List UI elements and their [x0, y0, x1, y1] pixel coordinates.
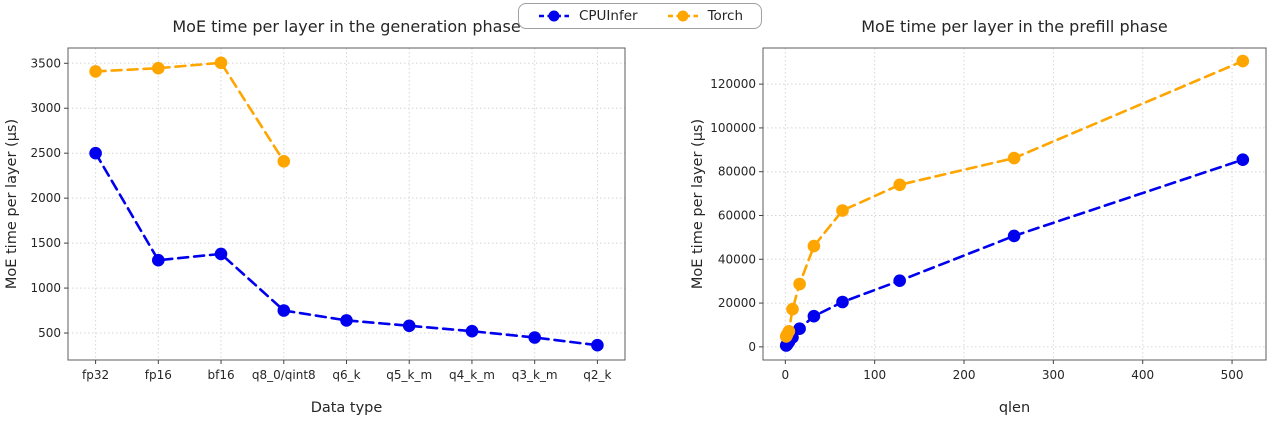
- legend-item-cpuinfer: CPUInfer: [537, 8, 638, 24]
- svg-text:1500: 1500: [30, 236, 61, 250]
- svg-text:1000: 1000: [30, 281, 61, 295]
- svg-text:Data type: Data type: [311, 400, 383, 416]
- legend-label-cpuinfer: CPUInfer: [578, 8, 638, 24]
- generation-phase-plot: fp32 fp16 bf16 q8_0/qint8 q6_k q5_k_m q4_k_m q3…: [4, 17, 626, 416]
- svg-text:100000: 100000: [710, 121, 756, 135]
- svg-text:60000: 60000: [718, 208, 756, 222]
- svg-text:20000: 20000: [718, 296, 756, 310]
- legend: CPUInfer Torch: [517, 3, 763, 29]
- svg-text:q2_k: q2_k: [583, 368, 611, 382]
- svg-text:q3_k_m: q3_k_m: [512, 368, 558, 382]
- svg-text:2000: 2000: [30, 191, 61, 205]
- svg-text:bf16: bf16: [207, 368, 234, 382]
- svg-text:400: 400: [1131, 368, 1154, 382]
- svg-text:200: 200: [953, 368, 976, 382]
- svg-text:q8_0/qint8: q8_0/qint8: [252, 368, 316, 382]
- svg-text:3000: 3000: [30, 101, 61, 115]
- svg-text:0: 0: [782, 368, 790, 382]
- legend-item-torch: Torch: [666, 8, 743, 24]
- svg-text:q6_k: q6_k: [332, 368, 360, 382]
- svg-text:fp16: fp16: [145, 368, 172, 382]
- line-marker-icon: [667, 10, 698, 22]
- svg-text:MoE time per layer in the pref: MoE time per layer in the prefill phase: [861, 17, 1168, 36]
- svg-text:100: 100: [863, 368, 886, 382]
- chart-prefill-phase: 0 100 200 300 400 500 0 20000 40000 60000 80000 100…: [650, 0, 1280, 426]
- svg-text:MoE time per layer in the gene: MoE time per layer in the generation pha…: [172, 17, 520, 36]
- svg-text:300: 300: [1042, 368, 1065, 382]
- svg-text:0: 0: [748, 340, 756, 354]
- svg-text:500: 500: [38, 326, 61, 340]
- svg-text:40000: 40000: [718, 252, 756, 266]
- svg-text:q5_k_m: q5_k_m: [386, 368, 432, 382]
- legend-label-torch: Torch: [707, 8, 744, 24]
- svg-text:80000: 80000: [718, 165, 756, 179]
- chart-generation-phase: fp32 fp16 bf16 q8_0/qint8 q6_k q5_k_m q4_k_m q3…: [4, 17, 626, 416]
- line-marker-icon: [538, 10, 569, 22]
- svg-text:120000: 120000: [710, 77, 756, 91]
- svg-text:500: 500: [1221, 368, 1244, 382]
- svg-text:qlen: qlen: [999, 400, 1030, 416]
- svg-text:MoE time per layer (μs): MoE time per layer (μs): [4, 119, 20, 289]
- svg-text:q4_k_m: q4_k_m: [449, 368, 495, 382]
- svg-text:MoE time per layer (μs): MoE time per layer (μs): [690, 119, 706, 289]
- prefill-phase-plot: 0 100 200 300 400 500 0 20000 40000 60000 80000 100…: [690, 17, 1267, 416]
- svg-text:3500: 3500: [30, 56, 61, 70]
- svg-text:fp32: fp32: [82, 368, 109, 382]
- svg-text:2500: 2500: [30, 146, 61, 160]
